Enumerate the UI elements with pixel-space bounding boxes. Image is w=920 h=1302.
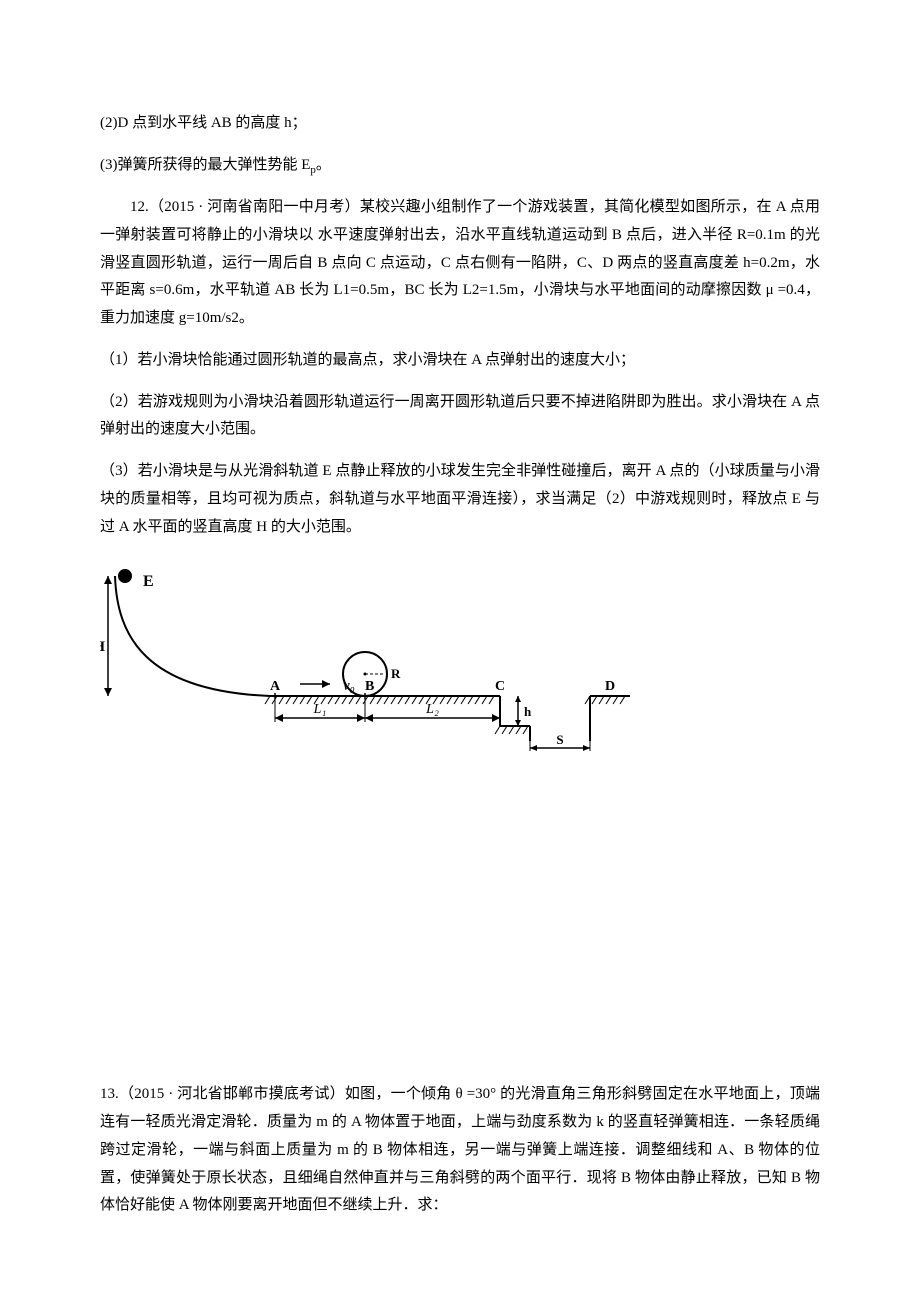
text-p5: （2）若游戏规则为小滑块沿着圆形轨道运行一周离开圆形轨道后只要不掉进陷阱即为胜出… [100,394,820,438]
physics-diagram: EHAv₀RBCDL₁L₂hS [100,561,820,761]
paragraph-12-3: （3）若小滑块是与从光滑斜轨道 E 点静止释放的小球发生完全非弹性碰撞后，离开 … [100,458,820,541]
svg-text:B: B [365,679,374,694]
svg-text:H: H [100,639,105,655]
spacing-gap [100,801,820,1081]
paragraph-13: 13.（2015 · 河北省邯郸市摸底考试）如图，一个倾角 θ =30° 的光滑… [100,1081,820,1220]
svg-text:E: E [143,573,154,590]
paragraph-12-2: （2）若游戏规则为小滑块沿着圆形轨道运行一周离开圆形轨道后只要不掉进陷阱即为胜出… [100,389,820,445]
svg-text:S: S [556,732,563,747]
paragraph-3: (3)弹簧所获得的最大弹性势能 Ep。 [100,152,820,180]
text-p4: （1）若小滑块恰能通过圆形轨道的最高点，求小滑块在 A 点弹射出的速度大小； [100,352,635,368]
svg-text:C: C [495,679,505,694]
paragraph-12-1: （1）若小滑块恰能通过圆形轨道的最高点，求小滑块在 A 点弹射出的速度大小； [100,347,820,375]
svg-text:D: D [605,679,615,694]
text-p2: (3)弹簧所获得的最大弹性势能 E [100,157,310,173]
svg-text:L₁: L₁ [313,702,327,717]
text-p1: (2)D 点到水平线 AB 的高度 h； [100,115,307,131]
svg-text:R: R [391,666,401,681]
text-p7: 13.（2015 · 河北省邯郸市摸底考试）如图，一个倾角 θ =30° 的光滑… [100,1086,820,1213]
text-p2-end: 。 [316,157,331,173]
svg-text:h: h [524,704,532,719]
text-p6: （3）若小滑块是与从光滑斜轨道 E 点静止释放的小球发生完全非弹性碰撞后，离开 … [100,463,820,535]
svg-text:A: A [270,679,281,694]
svg-text:L₂: L₂ [425,702,439,717]
paragraph-2: (2)D 点到水平线 AB 的高度 h； [100,110,820,138]
paragraph-12: 12.（2015 · 河南省南阳一中月考）某校兴趣小组制作了一个游戏装置，其简化… [100,194,820,333]
text-p3: 12.（2015 · 河南省南阳一中月考）某校兴趣小组制作了一个游戏装置，其简化… [100,199,820,326]
